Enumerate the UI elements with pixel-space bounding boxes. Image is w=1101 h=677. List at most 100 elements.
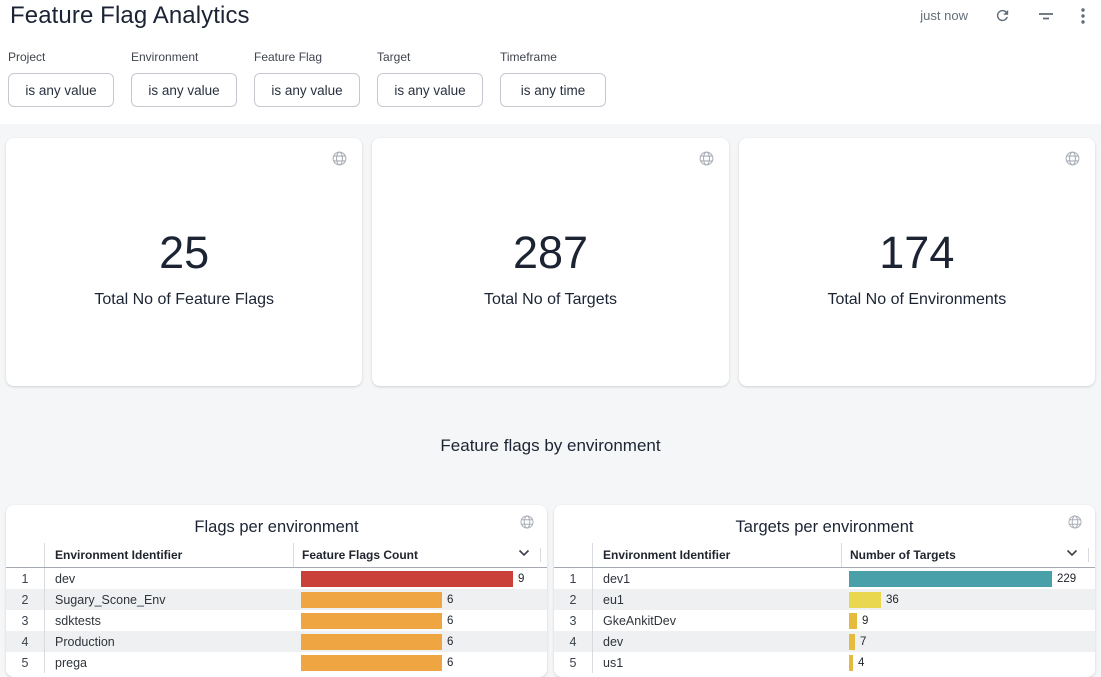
table-header-row: Environment Identifier Number of Targets bbox=[554, 543, 1095, 568]
globe-icon[interactable] bbox=[519, 514, 535, 530]
row-index: 5 bbox=[21, 655, 29, 670]
bar-cell[interactable]: 36 bbox=[841, 589, 1095, 610]
column-header-environment-identifier[interactable]: Environment Identifier bbox=[44, 543, 293, 567]
table-body: 1 dev1 229 2 eu1 36 3 GkeAnkitDev 9 4 dev 7 5 us1 4 bbox=[554, 568, 1095, 673]
data-table: Environment Identifier Feature Flags Cou… bbox=[6, 543, 547, 673]
table-row[interactable]: 2 Sugary_Scone_Env 6 bbox=[6, 589, 547, 610]
bar-cell[interactable]: 9 bbox=[841, 610, 1095, 631]
card-header: Flags per environment bbox=[6, 505, 547, 543]
bar[interactable] bbox=[301, 633, 442, 650]
bar[interactable] bbox=[301, 591, 442, 608]
bar-cell[interactable]: 9 bbox=[293, 568, 547, 589]
bar-cell[interactable]: 229 bbox=[841, 568, 1095, 589]
filter-value-button[interactable]: is any value bbox=[377, 73, 483, 107]
globe-icon[interactable] bbox=[1064, 150, 1081, 167]
bar[interactable] bbox=[301, 654, 442, 671]
card-header: Targets per environment bbox=[554, 505, 1095, 543]
row-index: 4 bbox=[569, 634, 577, 649]
bar[interactable] bbox=[849, 612, 857, 629]
row-index: 1 bbox=[569, 571, 577, 586]
kpi-value: 25 bbox=[159, 226, 210, 278]
table-row[interactable]: 1 dev 9 bbox=[6, 568, 547, 589]
row-index: 4 bbox=[21, 634, 29, 649]
bar-value-label: 9 bbox=[518, 572, 525, 585]
filter-icon[interactable] bbox=[1037, 9, 1055, 23]
table-row[interactable]: 2 eu1 36 bbox=[554, 589, 1095, 610]
filter-value-button[interactable]: is any value bbox=[131, 73, 237, 107]
bar-cell[interactable]: 6 bbox=[293, 652, 547, 673]
bar-cell[interactable]: 6 bbox=[293, 589, 547, 610]
table-row[interactable]: 4 dev 7 bbox=[554, 631, 1095, 652]
filter-target: Target is any value bbox=[377, 50, 483, 107]
kpi-row: 25 Total No of Feature Flags 287 Total N… bbox=[6, 138, 1095, 386]
row-index: 2 bbox=[21, 592, 29, 607]
header-controls: just now bbox=[920, 7, 1085, 24]
bar[interactable] bbox=[849, 633, 855, 650]
bar[interactable] bbox=[849, 570, 1052, 587]
chevron-down-icon[interactable] bbox=[1066, 549, 1078, 557]
table-row[interactable]: 3 GkeAnkitDev 9 bbox=[554, 610, 1095, 631]
flags-per-environment-card: Flags per environment Environment Identi… bbox=[6, 505, 547, 677]
header-section: Feature Flag Analytics just now Project … bbox=[0, 0, 1101, 124]
environment-identifier-cell[interactable]: us1 bbox=[592, 652, 841, 673]
environment-identifier-cell[interactable]: sdktests bbox=[44, 610, 293, 631]
filter-value-button[interactable]: is any value bbox=[254, 73, 360, 107]
table-row[interactable]: 3 sdktests 6 bbox=[6, 610, 547, 631]
row-index: 2 bbox=[569, 592, 577, 607]
column-header-feature-flags-count[interactable]: Feature Flags Count bbox=[293, 543, 547, 567]
bar-value-label: 36 bbox=[886, 593, 899, 606]
kpi-total-environments: 174 Total No of Environments bbox=[738, 138, 1095, 386]
table-row[interactable]: 5 prega 6 bbox=[6, 652, 547, 673]
bar[interactable] bbox=[849, 654, 853, 671]
bar[interactable] bbox=[301, 612, 442, 629]
filter-label: Feature Flag bbox=[254, 50, 323, 64]
column-header-environment-identifier[interactable]: Environment Identifier bbox=[592, 543, 841, 567]
bar-cell[interactable]: 6 bbox=[293, 610, 547, 631]
row-index: 3 bbox=[569, 613, 577, 628]
environment-identifier-cell[interactable]: Production bbox=[44, 631, 293, 652]
environment-identifier-cell[interactable]: dev bbox=[592, 631, 841, 652]
globe-icon[interactable] bbox=[698, 150, 715, 167]
bar-cell[interactable]: 7 bbox=[841, 631, 1095, 652]
tables-row: Flags per environment Environment Identi… bbox=[6, 505, 1095, 677]
environment-identifier-cell[interactable]: Sugary_Scone_Env bbox=[44, 589, 293, 610]
globe-icon[interactable] bbox=[331, 150, 348, 167]
bar-value-label: 6 bbox=[447, 614, 454, 627]
refresh-status: just now bbox=[920, 8, 968, 23]
more-vert-icon[interactable] bbox=[1081, 7, 1085, 24]
table-row[interactable]: 1 dev1 229 bbox=[554, 568, 1095, 589]
column-header-number-of-targets[interactable]: Number of Targets bbox=[841, 543, 1095, 567]
environment-identifier-cell[interactable]: prega bbox=[44, 652, 293, 673]
bar-value-label: 229 bbox=[1057, 572, 1077, 585]
filter-value-button[interactable]: is any time bbox=[500, 73, 606, 107]
table-row[interactable]: 4 Production 6 bbox=[6, 631, 547, 652]
environment-identifier-cell[interactable]: GkeAnkitDev bbox=[592, 610, 841, 631]
table-row[interactable]: 5 us1 4 bbox=[554, 652, 1095, 673]
refresh-icon[interactable] bbox=[994, 7, 1011, 24]
bar[interactable] bbox=[301, 570, 513, 587]
card-title: Targets per environment bbox=[735, 517, 914, 536]
chevron-down-icon[interactable] bbox=[518, 549, 530, 557]
bar-value-label: 4 bbox=[858, 656, 865, 669]
filter-label: Project bbox=[8, 50, 46, 64]
bar-cell[interactable]: 4 bbox=[841, 652, 1095, 673]
table-header-row: Environment Identifier Feature Flags Cou… bbox=[6, 543, 547, 568]
table-body: 1 dev 9 2 Sugary_Scone_Env 6 3 sdktests 6 4 Produc… bbox=[6, 568, 547, 673]
row-index: 3 bbox=[21, 613, 29, 628]
filter-label: Environment bbox=[131, 50, 199, 64]
filter-label: Target bbox=[377, 50, 411, 64]
environment-identifier-cell[interactable]: dev1 bbox=[592, 568, 841, 589]
bar-value-label: 7 bbox=[860, 635, 867, 648]
environment-identifier-cell[interactable]: eu1 bbox=[592, 589, 841, 610]
bar[interactable] bbox=[849, 591, 881, 608]
filter-value-button[interactable]: is any value bbox=[8, 73, 114, 107]
globe-icon[interactable] bbox=[1067, 514, 1083, 530]
bar-value-label: 6 bbox=[447, 593, 454, 606]
kpi-value: 287 bbox=[512, 226, 589, 278]
kpi-value: 174 bbox=[879, 226, 955, 278]
section-title: Feature flags by environment bbox=[440, 435, 661, 455]
filter-feature-flag: Feature Flag is any value bbox=[254, 50, 360, 107]
environment-identifier-cell[interactable]: dev bbox=[44, 568, 293, 589]
bar-cell[interactable]: 6 bbox=[293, 631, 547, 652]
data-table: Environment Identifier Number of Targets… bbox=[554, 543, 1095, 673]
